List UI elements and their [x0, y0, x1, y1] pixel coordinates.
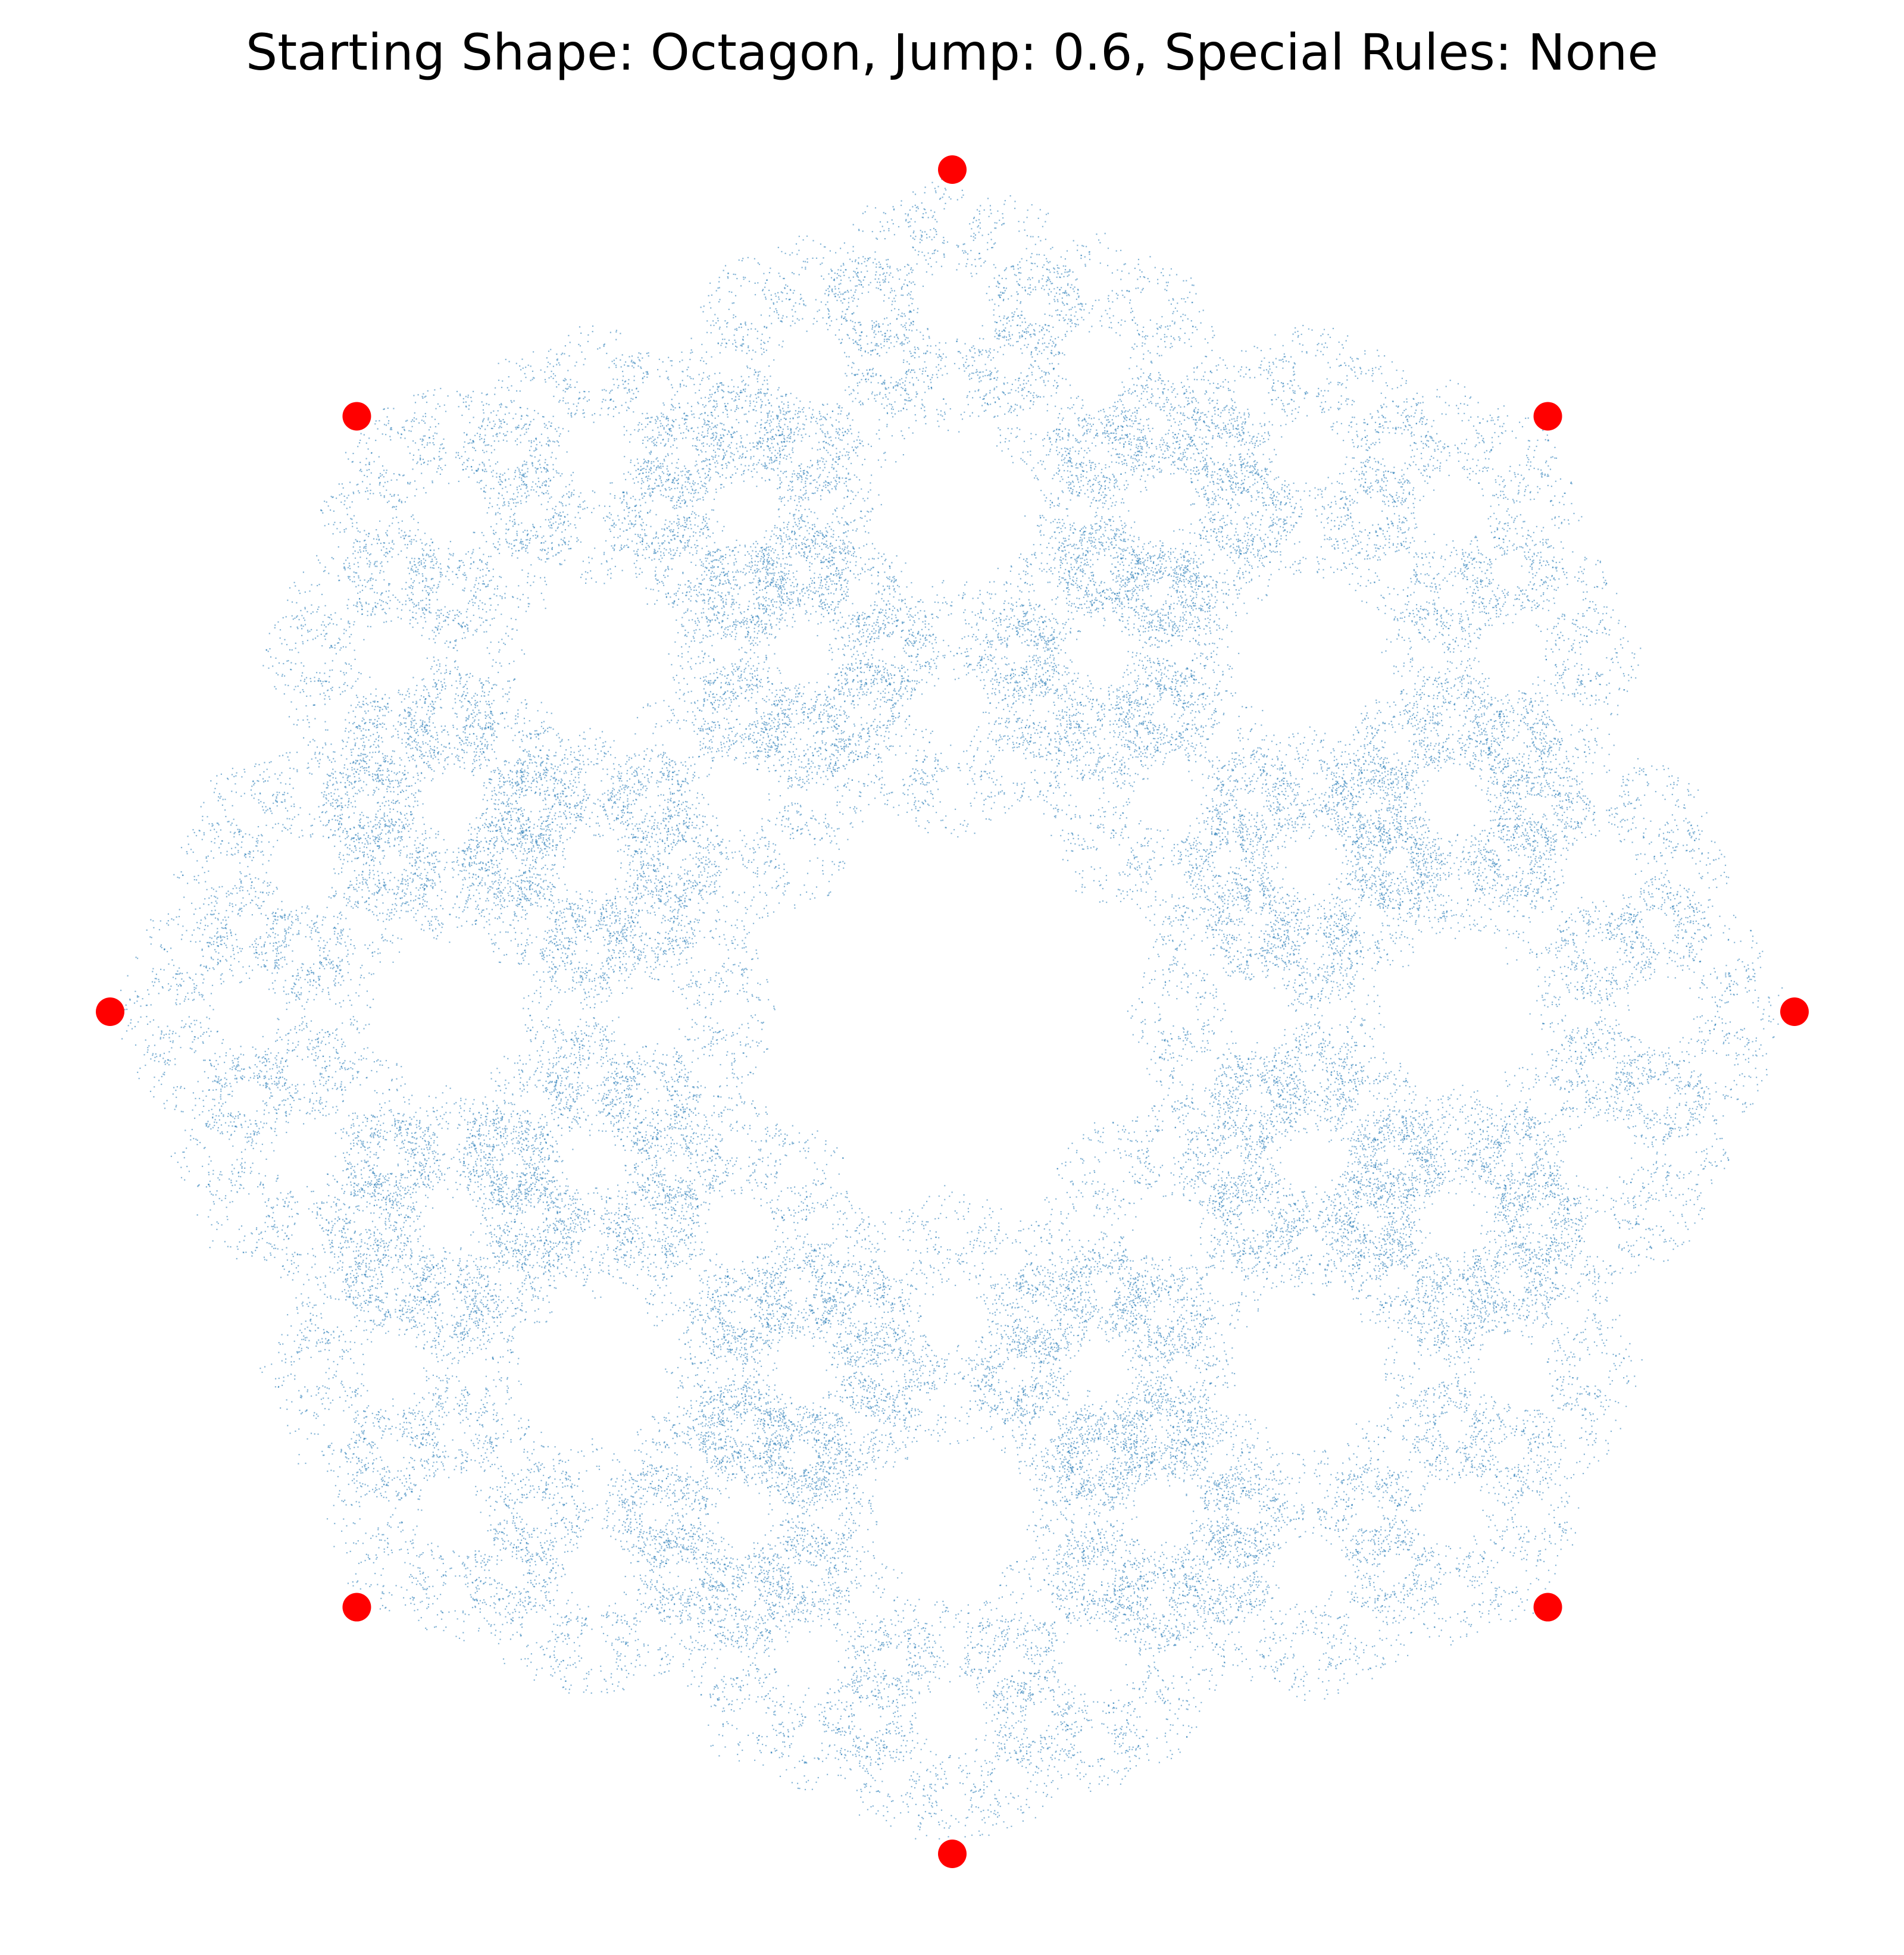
chaos-point-batch [130, 179, 1774, 1848]
vertex-point-7 [96, 997, 124, 1026]
vertex-point-1 [938, 155, 967, 184]
octagon-vertices [96, 155, 1809, 1868]
chaos-point-batch [115, 198, 1775, 1836]
chaos-point-batch [120, 187, 1770, 1838]
vertex-point-6 [342, 1593, 371, 1622]
vertex-point-8 [342, 402, 371, 431]
chaos-point-batch [121, 182, 1783, 1840]
vertex-point-2 [1533, 402, 1562, 431]
vertex-point-4 [1533, 1593, 1562, 1622]
chaos-point-batch [118, 186, 1789, 1840]
chart-title: Starting Shape: Octagon, Jump: 0.6, Spec… [245, 23, 1659, 82]
vertex-point-5 [938, 1840, 967, 1868]
vertex-point-3 [1780, 997, 1809, 1026]
